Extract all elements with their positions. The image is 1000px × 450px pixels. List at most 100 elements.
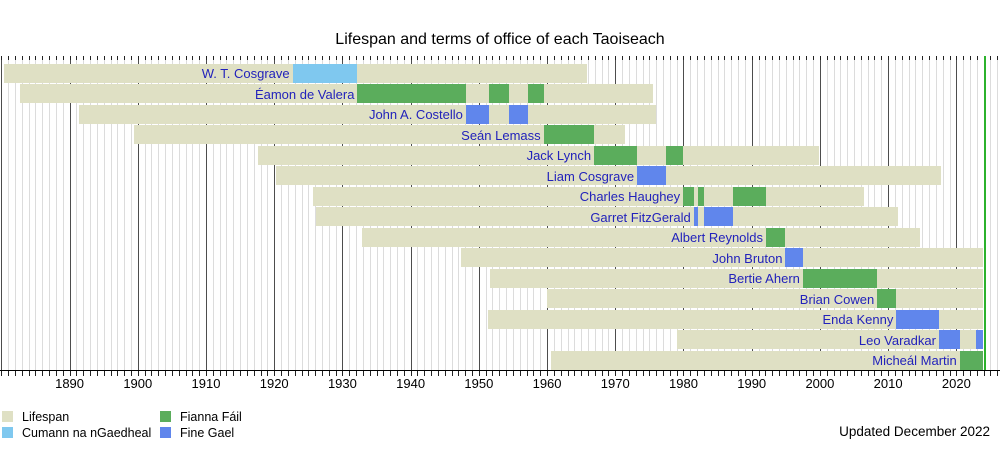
- bottom-tick: [983, 371, 985, 376]
- row-label: Garret FitzGerald: [590, 209, 691, 225]
- bottom-tick: [738, 371, 740, 376]
- gridline: [165, 56, 167, 370]
- bottom-tick: [901, 371, 903, 376]
- bottom-tick: [506, 371, 508, 376]
- bottom-tick: [417, 371, 419, 376]
- top-tick: [55, 56, 57, 60]
- term-bar: [896, 309, 939, 329]
- gridline: [117, 56, 119, 370]
- top-tick: [608, 56, 610, 60]
- bottom-tick: [840, 371, 842, 376]
- top-tick: [778, 56, 780, 60]
- bottom-tick: [253, 371, 255, 376]
- top-tick: [362, 56, 364, 60]
- bottom-tick: [778, 371, 780, 376]
- top-tick: [594, 56, 596, 60]
- bottom-tick: [472, 371, 474, 376]
- bottom-tick: [860, 371, 862, 376]
- top-tick: [62, 56, 64, 60]
- bottom-tick: [424, 371, 426, 376]
- top-tick: [581, 56, 583, 60]
- bottom-tick: [390, 371, 392, 376]
- bottom-tick: [635, 371, 637, 376]
- row-label: Jack Lynch: [526, 148, 592, 163]
- gridline: [929, 56, 931, 370]
- bottom-tick: [533, 371, 535, 376]
- bottom-tick: [949, 371, 951, 376]
- bottom-tick: [663, 371, 665, 376]
- top-tick: [854, 56, 856, 60]
- term-bar: [357, 84, 466, 103]
- axis-tick-label: 1940: [396, 376, 426, 391]
- gridline: [219, 56, 221, 370]
- bottom-tick: [281, 371, 283, 376]
- top-tick: [867, 56, 869, 60]
- bottom-tick: [62, 371, 64, 376]
- top-tick: [710, 56, 712, 60]
- gridline: [915, 56, 917, 370]
- bottom-tick: [117, 371, 119, 376]
- bottom-tick: [342, 371, 344, 376]
- bottom-tick: [42, 371, 44, 376]
- gridline: [90, 56, 92, 370]
- bottom-tick: [717, 371, 719, 376]
- bottom-tick: [997, 371, 999, 376]
- top-tick: [199, 56, 201, 60]
- bottom-tick: [799, 371, 801, 376]
- term-bar: [959, 350, 983, 370]
- top-tick: [676, 56, 678, 60]
- top-tick: [683, 56, 685, 60]
- bottom-tick: [103, 371, 105, 376]
- top-tick: [96, 56, 98, 60]
- top-tick: [860, 56, 862, 60]
- top-tick: [165, 56, 167, 60]
- bottom-tick: [451, 371, 453, 376]
- gridline: [963, 56, 965, 370]
- top-tick: [478, 56, 480, 60]
- bottom-tick: [833, 371, 835, 376]
- term-bar: [802, 268, 878, 288]
- bottom-tick: [171, 371, 173, 376]
- cumann-na-ngaedheal-swatch-icon: [2, 427, 13, 438]
- top-tick: [901, 56, 903, 60]
- bottom-tick: [96, 371, 98, 376]
- bottom-tick: [567, 371, 569, 376]
- gridline: [69, 56, 71, 370]
- gridline: [942, 56, 944, 370]
- gridline: [137, 56, 139, 370]
- top-tick: [894, 56, 896, 60]
- top-tick: [158, 56, 160, 60]
- lifespan-bar: [134, 125, 625, 144]
- top-tick: [356, 56, 358, 60]
- lifespan-bar: [676, 330, 983, 349]
- term-bar: [543, 125, 595, 144]
- row-label: Albert Reynolds: [671, 230, 764, 245]
- row-label: Micheál Martin: [872, 353, 957, 368]
- axis-tick-label: 1970: [600, 376, 630, 391]
- top-tick: [553, 56, 555, 60]
- gridline: [199, 56, 201, 370]
- term-bar: [703, 207, 733, 226]
- top-tick: [990, 56, 992, 60]
- gridline: [976, 56, 978, 370]
- top-tick: [560, 56, 562, 60]
- axis-tick-label: 1990: [737, 376, 767, 391]
- top-tick: [458, 56, 460, 60]
- bottom-tick: [287, 371, 289, 376]
- bottom-tick: [130, 371, 132, 376]
- axis-tick-label: 1900: [123, 376, 153, 391]
- bottom-tick: [751, 371, 753, 376]
- bottom-tick: [963, 371, 965, 376]
- bottom-tick: [15, 371, 16, 376]
- gridline: [949, 56, 951, 370]
- gridline: [144, 56, 146, 370]
- top-tick: [738, 56, 740, 60]
- top-tick: [663, 56, 665, 60]
- legend-label: Lifespan: [22, 410, 70, 424]
- bottom-tick: [547, 371, 549, 376]
- top-tick: [431, 56, 433, 60]
- gridline: [274, 56, 276, 370]
- top-tick: [226, 56, 228, 60]
- term-bar: [785, 248, 803, 267]
- bottom-tick: [908, 371, 910, 376]
